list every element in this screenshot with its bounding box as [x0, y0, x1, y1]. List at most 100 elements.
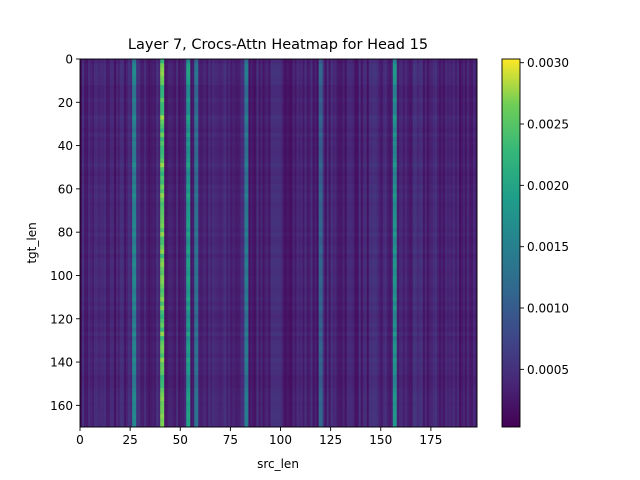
heatmap-cell [132, 305, 135, 311]
heatmap-cell [118, 219, 121, 224]
heatmap-cell [106, 366, 109, 372]
heatmap-cell [112, 336, 115, 341]
heatmap-cell [132, 396, 135, 402]
heatmap-cell [110, 305, 113, 311]
heatmap-cell [110, 193, 113, 198]
heatmap-cell [118, 336, 121, 341]
heatmap-cell [134, 279, 137, 285]
heatmap-cell [116, 366, 119, 372]
heatmap-cell [128, 331, 131, 337]
heatmap-cell [88, 297, 91, 302]
heatmap-cell [90, 323, 93, 328]
heatmap-cell [80, 375, 83, 380]
heatmap-cell [96, 97, 99, 103]
heatmap-cell [96, 210, 99, 216]
heatmap-cell [108, 310, 111, 315]
heatmap-cell [112, 414, 115, 419]
heatmap-cell [94, 84, 97, 90]
heatmap-cell [114, 249, 117, 255]
heatmap-cell [124, 132, 127, 138]
heatmap-cell [102, 331, 105, 337]
heatmap-cell [124, 227, 127, 233]
heatmap-cell [94, 279, 97, 285]
heatmap-cell [128, 262, 131, 268]
heatmap-cell [94, 193, 97, 198]
heatmap-cell [134, 128, 137, 133]
heatmap-cell [106, 266, 109, 272]
heatmap-cell [108, 188, 111, 194]
heatmap-cell [84, 396, 87, 402]
heatmap-cell [80, 97, 83, 103]
heatmap-cell [108, 418, 111, 424]
heatmap-cell [84, 323, 87, 328]
heatmap-cell [88, 193, 91, 198]
heatmap-cell [84, 102, 87, 108]
heatmap-column [104, 59, 107, 428]
heatmap-cell [100, 288, 103, 294]
heatmap-cell [134, 89, 137, 95]
heatmap-cell [130, 227, 133, 233]
heatmap-cell [132, 89, 135, 95]
heatmap-cell [116, 89, 119, 95]
heatmap-cell [102, 340, 105, 346]
heatmap-cell [114, 59, 117, 64]
heatmap-cell [132, 214, 135, 220]
heatmap-cell [88, 379, 91, 385]
heatmap-cell [100, 232, 103, 237]
heatmap-cell [126, 388, 129, 393]
heatmap-cell [82, 318, 85, 324]
heatmap-cell [86, 84, 89, 90]
heatmap-cell [88, 67, 91, 73]
heatmap-cell [114, 76, 117, 82]
heatmap-cell [122, 123, 125, 129]
heatmap-cell [88, 106, 91, 112]
heatmap-cell [96, 206, 99, 211]
heatmap-cell [86, 357, 89, 363]
heatmap-cell [118, 141, 121, 146]
heatmap-cell [92, 379, 95, 385]
heatmap-cell [116, 214, 119, 220]
heatmap-cell [120, 340, 123, 346]
heatmap-cell [104, 344, 107, 350]
heatmap-cell [102, 63, 105, 69]
heatmap-cell [128, 349, 131, 354]
heatmap-cell [132, 418, 135, 424]
heatmap-cell [116, 171, 119, 177]
heatmap-cell [138, 123, 141, 129]
heatmap-cell [84, 401, 87, 406]
heatmap-cell [110, 132, 113, 138]
heatmap-cell [88, 292, 91, 298]
heatmap-cell [126, 396, 129, 402]
heatmap-cell [134, 401, 137, 406]
heatmap-cell [120, 184, 123, 190]
heatmap-cell [82, 275, 85, 281]
heatmap-cell [134, 327, 137, 333]
heatmap-cell [98, 214, 101, 220]
heatmap-cell [96, 336, 99, 341]
heatmap-cell [118, 180, 121, 185]
heatmap-cell [94, 123, 97, 129]
heatmap-cell [122, 353, 125, 359]
heatmap-cell [84, 180, 87, 185]
heatmap-cell [114, 327, 117, 333]
heatmap-cell [104, 401, 107, 406]
heatmap-cell [98, 418, 101, 424]
heatmap-cell [106, 84, 109, 90]
heatmap-cell [90, 158, 93, 164]
heatmap-cell [120, 288, 123, 294]
heatmap-cell [124, 84, 127, 90]
heatmap-cell [100, 305, 103, 311]
heatmap-cell [84, 59, 87, 64]
heatmap-cell [132, 362, 135, 367]
heatmap-cell [130, 158, 133, 164]
heatmap-cell [88, 414, 91, 419]
heatmap-cell [108, 236, 111, 242]
heatmap-cell [98, 197, 101, 203]
heatmap-cell [112, 375, 115, 380]
heatmap-cell [122, 171, 125, 177]
heatmap-cell [116, 180, 119, 185]
heatmap-cell [82, 357, 85, 363]
heatmap-cell [134, 149, 137, 155]
heatmap-cell [122, 180, 125, 185]
heatmap-cell [80, 197, 83, 203]
